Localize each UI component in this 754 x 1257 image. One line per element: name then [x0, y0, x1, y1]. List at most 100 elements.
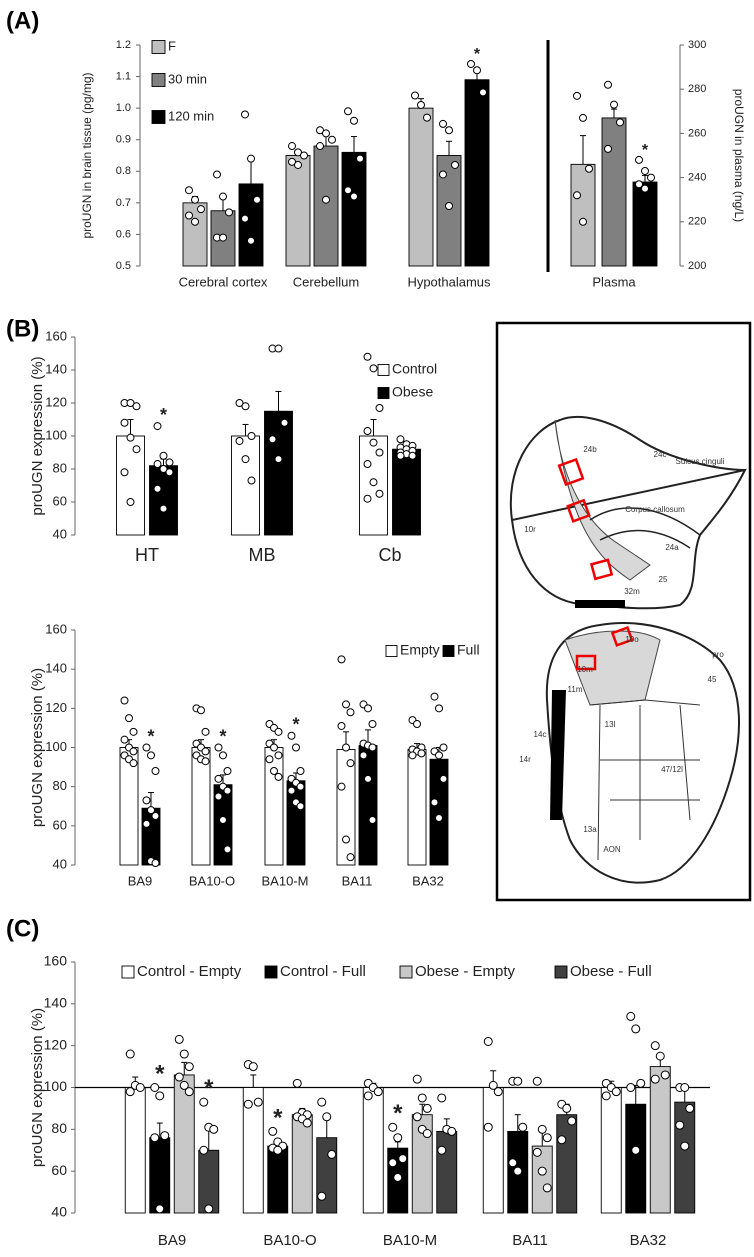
sagittal-outline [509, 416, 747, 610]
data-point [483, 1122, 493, 1132]
legend-swatch [264, 965, 278, 979]
data-point [316, 142, 324, 151]
data-point [422, 1129, 432, 1139]
data-point [159, 504, 168, 513]
data-point [513, 1076, 523, 1086]
data-point [273, 1145, 283, 1155]
data-point [610, 100, 618, 109]
y-tick-label: 40 [51, 1204, 67, 1220]
data-point [191, 217, 199, 226]
bar [285, 155, 311, 267]
data-point [159, 451, 168, 460]
data-point [132, 402, 141, 411]
x-tick-label: BA10-O [189, 873, 235, 888]
data-point [356, 154, 364, 163]
data-point [430, 692, 439, 701]
data-point [363, 427, 372, 436]
dark-band [550, 690, 566, 820]
data-point [235, 436, 244, 445]
data-point [396, 451, 405, 460]
data-point [150, 1083, 160, 1092]
data-point [268, 1126, 278, 1136]
data-point [316, 126, 324, 135]
data-point [439, 119, 447, 128]
diagram-label: 14r [519, 755, 531, 764]
significance-marker: * [273, 1104, 283, 1131]
data-point [396, 435, 405, 444]
data-point [573, 191, 581, 200]
data-point [532, 1147, 542, 1157]
data-point [296, 767, 305, 775]
data-point [247, 432, 256, 440]
data-point [375, 403, 384, 412]
legend-label: Control - Full [280, 963, 366, 980]
data-point [142, 743, 151, 752]
legend-label: F [168, 38, 176, 53]
data-point [363, 352, 372, 361]
data-point [184, 1087, 194, 1097]
diagram-label: 32m [624, 587, 640, 596]
data-point [126, 433, 135, 442]
data-point [604, 144, 612, 153]
legend-swatch [554, 965, 568, 979]
data-point [165, 458, 174, 467]
diagram-label: 47/12l [661, 765, 683, 774]
y-tick-label: 140 [45, 661, 67, 676]
data-point [388, 1158, 398, 1168]
data-point [363, 494, 372, 503]
data-point [125, 1049, 135, 1059]
legend-swatch [121, 965, 135, 979]
y-tick-label: 40 [53, 526, 67, 541]
data-point [174, 1072, 184, 1082]
data-point [445, 126, 453, 135]
data-point [225, 208, 233, 217]
data-point [408, 751, 417, 760]
data-point [601, 1091, 611, 1101]
data-point [375, 489, 384, 498]
data-point [368, 743, 377, 752]
data-point [155, 1091, 165, 1101]
data-point [235, 399, 244, 407]
y-tick-label: 120 [44, 1036, 68, 1052]
bar [124, 1087, 146, 1214]
data-point [439, 170, 447, 179]
diagram-label: 10m [577, 665, 593, 674]
data-point [223, 786, 232, 795]
bar [674, 1101, 696, 1214]
axis-label: proUGN in brain tissue (pg/mg) [80, 72, 94, 238]
bar [341, 151, 367, 267]
bar [601, 117, 627, 267]
diagram-label: Sulcus cinguli [676, 457, 725, 466]
y-tick-label: 160 [45, 621, 67, 636]
data-point [184, 1062, 194, 1072]
data-point [151, 859, 160, 868]
data-point [247, 154, 255, 163]
data-point [368, 720, 377, 728]
data-point [204, 1204, 214, 1214]
data-point [322, 1112, 332, 1122]
data-point [413, 720, 421, 728]
data-point [337, 655, 346, 664]
y-tick-label: 80 [53, 778, 67, 793]
data-point [213, 170, 221, 179]
data-point [518, 1122, 528, 1132]
data-point [346, 853, 355, 862]
legend-swatch [399, 965, 413, 979]
data-point [398, 1154, 408, 1164]
legend-label: Obese - Empty [415, 963, 516, 980]
data-point [435, 751, 443, 760]
data-point [411, 91, 419, 100]
data-point [641, 184, 649, 193]
diagram-label: Corpus callosum [625, 505, 685, 514]
bar [482, 1087, 504, 1214]
bar [436, 1130, 458, 1214]
data-point [179, 1080, 189, 1090]
data-point [151, 767, 160, 775]
data-point [223, 845, 232, 854]
brain-diagram [495, 321, 752, 902]
data-point [274, 772, 283, 781]
x-tick-label: BA10-O [263, 1232, 316, 1249]
data-point [344, 107, 352, 116]
x-tick-label: BA11 [512, 1232, 548, 1249]
legend-label: Empty [400, 642, 440, 658]
